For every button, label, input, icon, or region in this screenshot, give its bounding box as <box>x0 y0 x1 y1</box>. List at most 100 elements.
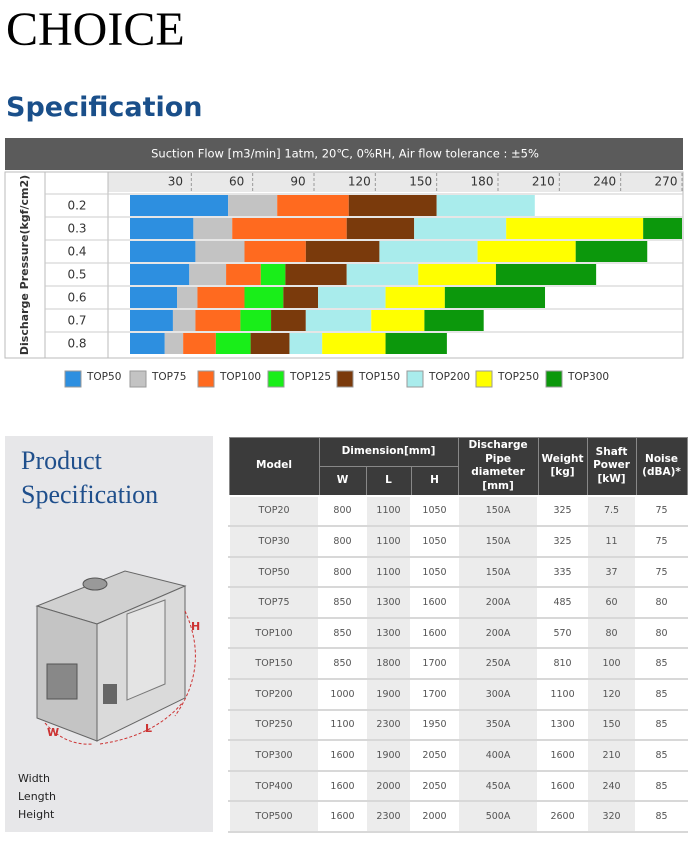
table-cell: 1100 <box>365 555 412 589</box>
table-cell: TOP200 <box>228 678 320 711</box>
bar-segment <box>271 310 306 331</box>
legend-label: TOP300 <box>567 371 609 383</box>
bar-segment <box>318 287 386 308</box>
bar-segment <box>305 241 380 262</box>
table-cell: 150A <box>457 525 540 558</box>
table-cell: 2300 <box>365 800 412 833</box>
header-cell: Dimension[mm] <box>318 436 459 468</box>
bar-segment <box>228 195 278 216</box>
legend-swatch <box>545 370 563 388</box>
table-cell: 1600 <box>409 616 460 650</box>
x-tick-label: 150 <box>409 175 432 189</box>
bar-segment <box>130 287 178 308</box>
table-cell: 2000 <box>409 800 460 833</box>
bar-segment <box>414 218 507 239</box>
x-tick-label: 210 <box>532 175 555 189</box>
bar-segment <box>277 195 349 216</box>
bar-segment <box>195 310 241 331</box>
table-row: TOP150 850 1800 1700 250A 810 100 85 <box>228 647 689 681</box>
panel-title: Product <box>21 446 102 475</box>
table-cell: 85 <box>635 739 689 772</box>
bar-segment <box>130 218 194 239</box>
bar-segment <box>130 241 196 262</box>
legend-label: TOP200 <box>428 371 470 383</box>
bar-segment <box>244 287 284 308</box>
section-title: Specification <box>6 92 203 123</box>
table-row: TOP250 1100 2300 1950 350A 1300 150 85 <box>228 708 689 742</box>
bar-segment <box>283 287 319 308</box>
brand: CHOICE <box>6 3 185 56</box>
table-cell: TOP150 <box>228 647 320 681</box>
table-cell: 210 <box>586 739 638 772</box>
table-row: TOP100 850 1300 1600 200A 570 80 80 <box>228 616 689 650</box>
table-cell: 1100 <box>365 494 412 528</box>
table-cell: 150A <box>457 555 540 589</box>
bar-segment <box>164 333 184 354</box>
bar-segment <box>379 241 478 262</box>
table-cell: 570 <box>537 616 589 650</box>
panel-legend: Width <box>18 772 50 785</box>
table-cell: 325 <box>537 525 589 558</box>
table-cell: 350A <box>457 708 540 742</box>
bar-segment <box>183 333 216 354</box>
table-cell: 1900 <box>365 678 412 711</box>
table-row: TOP50 800 1100 1050 150A 335 37 75 <box>228 555 689 589</box>
table-cell: 2050 <box>409 739 460 772</box>
header-cell: W <box>318 466 367 497</box>
legend-label: TOP125 <box>289 371 331 383</box>
x-tick-label: 60 <box>229 175 244 189</box>
bar-segment <box>289 333 323 354</box>
legend-swatch <box>197 370 215 388</box>
legend-swatch <box>336 370 354 388</box>
table-cell: 150 <box>586 708 638 742</box>
table-cell: 1300 <box>365 616 412 650</box>
table-cell: 1600 <box>409 586 460 619</box>
table-cell: 250A <box>457 647 540 681</box>
chart: Suction Flow [m3/min] 1atm, 20℃, 0%RH, A… <box>4 138 684 388</box>
x-tick-label: 90 <box>290 175 305 189</box>
table-cell: TOP75 <box>228 586 320 619</box>
row-label: 0.5 <box>67 268 86 282</box>
x-tick-label: 240 <box>593 175 616 189</box>
table-cell: 80 <box>635 586 689 619</box>
table-cell: 400A <box>457 739 540 772</box>
product-illustration: H W L <box>35 570 200 745</box>
table-cell: 75 <box>635 494 689 528</box>
row-label: 0.3 <box>67 222 86 236</box>
bar-segment <box>285 264 347 285</box>
header-cell: Shaft Power [kW] <box>586 436 637 497</box>
bar-segment <box>197 287 245 308</box>
row-label: 0.8 <box>67 337 86 351</box>
bar-segment <box>130 195 229 216</box>
table-cell: TOP100 <box>228 616 320 650</box>
bar-segment <box>226 264 261 285</box>
bar-segment <box>477 241 576 262</box>
row-label: 0.6 <box>67 291 86 305</box>
table-row: TOP300 1600 1900 2050 400A 1600 210 85 <box>228 739 689 772</box>
bar-segment <box>250 333 290 354</box>
legend-label: TOP100 <box>219 371 261 383</box>
row-label: 0.4 <box>67 245 86 259</box>
table-cell: 1300 <box>537 708 589 742</box>
table-cell: 1050 <box>409 525 460 558</box>
table-cell: 800 <box>318 494 367 528</box>
bar-segment <box>130 264 190 285</box>
table-cell: TOP20 <box>228 494 320 528</box>
table-cell: 850 <box>318 647 367 681</box>
table-cell: TOP400 <box>228 769 320 803</box>
table-cell: 850 <box>318 586 367 619</box>
bar-segment <box>193 218 233 239</box>
table-cell: 1900 <box>365 739 412 772</box>
header-cell: Noise (dBA)* <box>635 436 688 497</box>
table-cell: TOP500 <box>228 800 320 833</box>
legend-label: TOP75 <box>151 371 186 383</box>
table-cell: 800 <box>318 555 367 589</box>
chart-frame <box>4 171 684 359</box>
table-cell: 810 <box>537 647 589 681</box>
table-cell: 1100 <box>537 678 589 711</box>
header-cell: Discharge Pipe diameter [mm] <box>457 436 539 497</box>
bar-segment <box>177 287 198 308</box>
bar-segment <box>495 264 597 285</box>
